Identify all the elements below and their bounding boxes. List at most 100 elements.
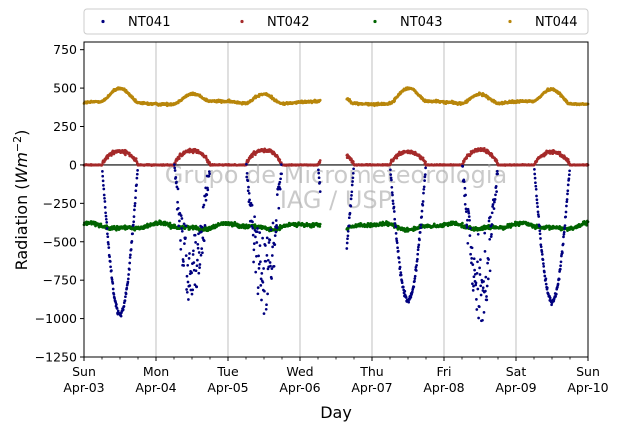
nt041-point-613 <box>566 192 569 196</box>
x-tick-date-1: Apr-04 <box>135 380 176 395</box>
plot-area <box>84 42 588 357</box>
nt041-point-507 <box>491 203 495 206</box>
nt041-point-292 <box>278 187 282 191</box>
nt041-point-255 <box>265 254 269 257</box>
nt041-point-266 <box>269 228 273 232</box>
nt041-point-181 <box>202 203 206 207</box>
nt041-point-536 <box>538 229 542 233</box>
nt041-point-445 <box>469 252 472 256</box>
nt041-point-126 <box>182 222 186 226</box>
nt041-point-152 <box>192 249 195 253</box>
nt041-point-331 <box>391 202 395 205</box>
nt041-point-165 <box>196 246 200 250</box>
nt041-point-153 <box>192 261 196 264</box>
nt041-point-291 <box>278 180 282 184</box>
nt041-point-406 <box>418 231 422 234</box>
nt041-point-441 <box>467 215 471 218</box>
nt041-point-323 <box>389 168 392 172</box>
nt041-point-224 <box>254 270 258 274</box>
nt041-point-192 <box>206 188 210 192</box>
nt041-point-7 <box>103 200 107 203</box>
x-tick-day-6: Sat <box>506 364 527 379</box>
x-tick-day-7: Sun <box>576 364 600 379</box>
nt041-point-281 <box>274 219 278 222</box>
nt041-point-495 <box>487 258 490 261</box>
nt041-point-52 <box>119 314 123 318</box>
x-tick-date-6: Apr-09 <box>495 380 536 395</box>
x-tick-date-7: Apr-10 <box>567 380 608 395</box>
nt041-point-268 <box>270 277 273 280</box>
nt041-point-10 <box>104 214 108 218</box>
nt041-point-23 <box>109 265 112 269</box>
nt041-point-253 <box>264 307 268 311</box>
nt041-point-413 <box>421 203 425 207</box>
nt041-point-257 <box>266 292 269 296</box>
nt041-point-565 <box>548 296 552 300</box>
nt041-point-189 <box>205 193 209 197</box>
nt041-point-309 <box>347 224 351 228</box>
nt041-point-167 <box>197 271 201 275</box>
nt041-point-254 <box>265 303 268 307</box>
nt041-point-444 <box>468 227 472 230</box>
nt041-point-537 <box>538 232 542 236</box>
nt041-point-304 <box>345 241 349 245</box>
y-tick-label-6: 250 <box>53 119 77 134</box>
nt041-point-419 <box>423 175 427 179</box>
nt041-point-614 <box>566 189 570 193</box>
nt041-point-78 <box>129 253 132 257</box>
nt041-point-498 <box>488 237 492 241</box>
nt041-point-450 <box>471 282 474 286</box>
nt041-point-265 <box>269 264 272 268</box>
nt041-point-77 <box>128 256 132 259</box>
nt041-point-229 <box>256 227 259 230</box>
nt041-point-159 <box>194 269 198 273</box>
nt041-point-546 <box>542 262 545 265</box>
nt041-point-2 <box>101 179 105 183</box>
nt041-point-176 <box>200 225 204 229</box>
nt041-point-316 <box>350 194 353 197</box>
nt041-point-252 <box>264 259 268 263</box>
nt041-point-297 <box>317 168 320 172</box>
nt041-point-116 <box>179 239 182 242</box>
nt041-point-315 <box>349 197 353 201</box>
nt041-point-177 <box>201 251 204 255</box>
x-tick-day-3: Wed <box>286 364 313 379</box>
nt041-point-92 <box>134 196 137 200</box>
nt041-point-105 <box>175 180 178 184</box>
nt041-point-64 <box>124 295 127 299</box>
nt041-point-610 <box>565 204 568 208</box>
nt041-point-221 <box>253 215 256 219</box>
nt041-point-108 <box>176 200 179 204</box>
nt041-point-329 <box>391 193 394 197</box>
nt041-point-547 <box>542 265 546 268</box>
nt041-point-330 <box>391 199 395 203</box>
nt041-point-414 <box>421 200 425 203</box>
nt041-point-390 <box>413 279 416 283</box>
nt041-point-137 <box>186 280 190 284</box>
nt041-point-452 <box>471 289 475 292</box>
nt041-point-76 <box>128 261 132 265</box>
nt041-point-314 <box>349 204 353 208</box>
nt041-point-243 <box>261 236 264 240</box>
nt042-point-544 <box>278 158 282 162</box>
nt041-point-11 <box>104 217 108 221</box>
nt041-point-473 <box>479 284 483 288</box>
nt041-point-82 <box>130 240 134 243</box>
nt041-point-215 <box>251 220 254 224</box>
nt042-point-876 <box>424 160 427 164</box>
nt041-point-587 <box>556 282 560 286</box>
nt041-point-121 <box>180 229 184 233</box>
nt041-point-615 <box>566 183 570 187</box>
nt041-point-310 <box>347 216 351 220</box>
nt041-point-521 <box>533 168 536 171</box>
nt041-point-410 <box>420 215 424 219</box>
nt041-point-228 <box>255 230 259 234</box>
nt041-point-402 <box>417 243 421 247</box>
nt041-point-0 <box>101 170 104 173</box>
nt041-point-431 <box>464 193 467 197</box>
nt041-point-408 <box>419 223 423 227</box>
nt041-point-170 <box>198 263 202 266</box>
nt041-point-474 <box>479 293 483 297</box>
nt041-point-511 <box>493 200 496 204</box>
nt041-point-440 <box>467 211 471 215</box>
